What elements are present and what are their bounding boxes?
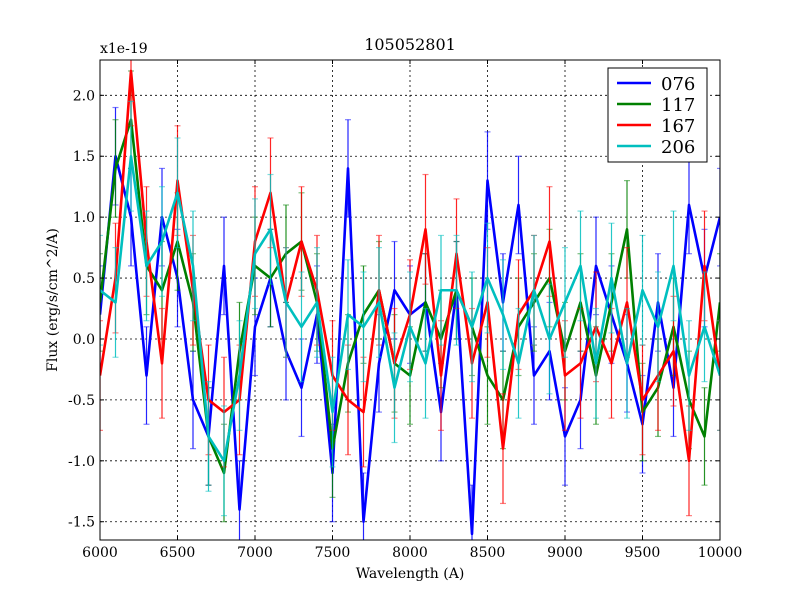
x-tick-label: 10000 bbox=[698, 545, 743, 561]
x-tick-label: 6000 bbox=[82, 545, 118, 561]
y-tick-label: 1.5 bbox=[73, 149, 95, 165]
legend-label-167: 167 bbox=[661, 116, 695, 137]
chart-title: 105052801 bbox=[364, 35, 456, 54]
y-tick-label: -0.5 bbox=[68, 393, 95, 409]
x-tick-label: 6500 bbox=[160, 545, 196, 561]
legend-label-206: 206 bbox=[661, 137, 695, 158]
x-tick-label: 7000 bbox=[237, 545, 273, 561]
y-tick-label: 1.0 bbox=[73, 210, 95, 226]
legend-label-076: 076 bbox=[661, 74, 695, 95]
x-tick-label: 8500 bbox=[470, 545, 506, 561]
x-tick-label: 9000 bbox=[547, 545, 583, 561]
x-tick-label: 9500 bbox=[625, 545, 661, 561]
y-tick-label: -1.5 bbox=[68, 515, 95, 531]
x-axis-label: Wavelength (A) bbox=[356, 566, 465, 582]
y-tick-label: 2.0 bbox=[73, 88, 95, 104]
x-tick-label: 8000 bbox=[392, 545, 428, 561]
x-tick-label: 7500 bbox=[315, 545, 351, 561]
legend-label-117: 117 bbox=[661, 95, 695, 116]
series-206 bbox=[97, 101, 723, 515]
y-tick-label: -1.0 bbox=[68, 454, 95, 470]
y-tick-label: 0.5 bbox=[73, 271, 95, 287]
y-tick-label: 0.0 bbox=[73, 332, 95, 348]
offset-label: x1e-19 bbox=[100, 41, 148, 57]
y-axis-label: Flux (erg/s/cm^2/A) bbox=[45, 228, 61, 372]
